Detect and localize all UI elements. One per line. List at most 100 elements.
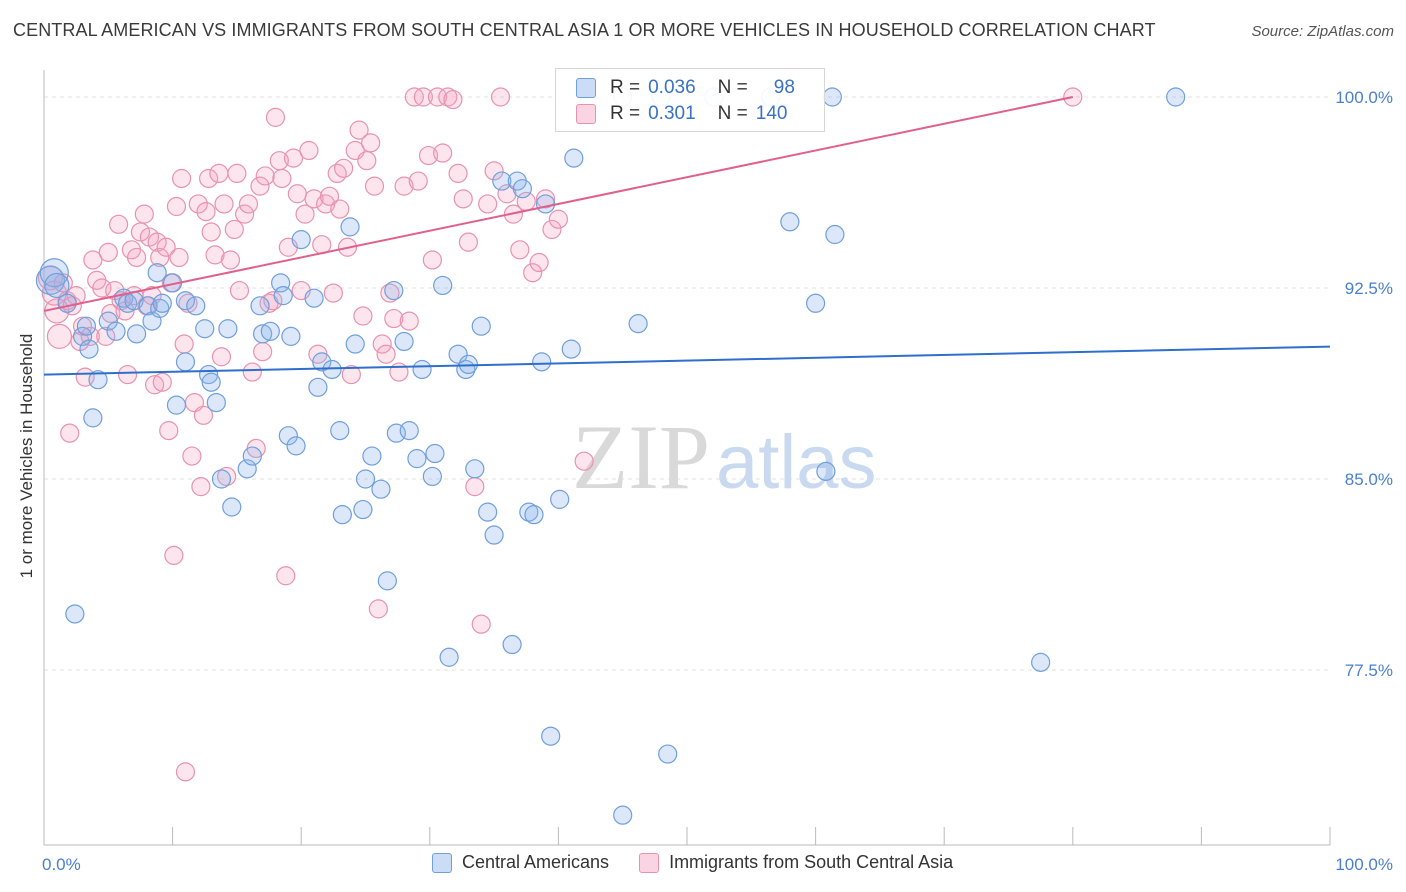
blue-point xyxy=(519,502,539,522)
blue-point xyxy=(175,291,196,311)
trend-line-pink xyxy=(43,96,1074,312)
stats-box: R = 0.036 N = 98 R = 0.301 N = 140 xyxy=(555,68,825,132)
stats-r-label: R = xyxy=(610,77,641,98)
blue-point xyxy=(353,499,373,520)
pink-point xyxy=(178,293,198,313)
blue-point xyxy=(308,377,328,397)
blue-point xyxy=(399,421,419,441)
legend-item-south-central-asia[interactable]: Immigrants from South Central Asia xyxy=(639,852,953,873)
pink-point xyxy=(193,405,214,425)
watermark-atlas: atlas xyxy=(716,420,877,505)
blue-point xyxy=(1166,87,1186,107)
stats-r-value-blue: 0.036 xyxy=(648,77,696,98)
blue-point xyxy=(286,436,306,456)
pink-point xyxy=(529,252,549,273)
legend-label-blue: Central Americans xyxy=(462,852,610,872)
pink-point xyxy=(150,247,170,268)
pink-point xyxy=(497,184,517,204)
legend-swatch-pink xyxy=(639,852,660,873)
blue-point xyxy=(561,339,581,359)
blue-point xyxy=(322,359,342,380)
x-tick-label: 0.0% xyxy=(42,855,81,874)
pink-point xyxy=(83,250,103,270)
stats-r-value-pink: 0.301 xyxy=(648,103,696,124)
pink-point xyxy=(255,166,275,186)
blue-point xyxy=(362,446,382,466)
blue-point xyxy=(332,505,352,525)
pink-point xyxy=(98,242,118,262)
pink-point xyxy=(253,342,273,362)
blue-point xyxy=(291,230,311,250)
blue-point xyxy=(126,324,147,344)
pink-point xyxy=(433,143,453,163)
pink-point xyxy=(323,283,343,303)
pink-point xyxy=(319,186,340,206)
series-pink-points xyxy=(37,87,1083,782)
blue-point xyxy=(780,212,800,232)
pink-point xyxy=(166,196,187,217)
pink-point xyxy=(159,421,179,441)
pink-point xyxy=(229,280,250,301)
blue-point xyxy=(439,647,459,667)
pink-point xyxy=(384,308,404,329)
pink-point xyxy=(263,291,283,311)
pink-point xyxy=(209,163,229,183)
pink-point xyxy=(205,245,225,265)
pink-point xyxy=(471,614,491,634)
pink-point xyxy=(299,140,319,161)
stats-n-value-pink: 140 xyxy=(755,103,788,124)
blue-point xyxy=(76,316,97,336)
pink-point xyxy=(399,311,419,331)
blue-point xyxy=(39,258,69,288)
blue-point xyxy=(492,171,512,191)
pink-point xyxy=(364,176,385,196)
blue-point xyxy=(88,370,108,390)
blue-point xyxy=(478,502,498,522)
legend: Central Americans Immigrants from South … xyxy=(432,852,983,873)
blue-point xyxy=(384,280,404,301)
blue-point xyxy=(281,326,301,346)
legend-swatch-blue xyxy=(432,852,452,873)
pink-point xyxy=(361,133,381,153)
pink-point xyxy=(174,334,194,354)
pink-point xyxy=(220,250,241,270)
pink-point xyxy=(295,204,315,224)
pink-point xyxy=(134,204,154,224)
legend-item-central-americans[interactable]: Central Americans xyxy=(432,852,609,873)
blue-point xyxy=(805,293,826,313)
blue-point xyxy=(330,421,350,441)
pink-point xyxy=(60,423,80,443)
pink-point xyxy=(548,209,569,229)
pink-point xyxy=(276,566,296,586)
pink-point xyxy=(211,347,232,367)
pink-point xyxy=(465,477,485,497)
chart-title: CENTRAL AMERICAN VS IMMIGRANTS FROM SOUT… xyxy=(13,20,1156,40)
pink-point xyxy=(201,222,221,242)
blue-point xyxy=(371,479,391,499)
blue-point xyxy=(484,525,504,545)
stats-n-label: N = xyxy=(717,77,748,98)
pink-point xyxy=(458,232,478,252)
pink-point xyxy=(182,446,202,466)
pink-point xyxy=(156,237,176,257)
blue-point xyxy=(541,726,561,746)
y-tick-label: 92.5% xyxy=(1345,279,1393,298)
pink-point xyxy=(242,362,262,382)
watermark: ZIP atlas xyxy=(572,406,877,508)
pink-point xyxy=(438,87,458,107)
blue-point xyxy=(377,571,397,591)
pink-point xyxy=(144,375,165,395)
pink-point xyxy=(175,762,196,782)
blue-point xyxy=(253,324,273,344)
stats-n-label: N = xyxy=(717,103,748,124)
stats-n-value-blue: 98 xyxy=(773,77,795,98)
trend-line-blue xyxy=(43,345,1331,376)
blue-point xyxy=(242,446,262,466)
pink-point xyxy=(542,219,562,240)
pink-point xyxy=(418,145,439,166)
stats-swatch-pink xyxy=(576,104,596,124)
pink-point xyxy=(250,176,270,196)
pink-point xyxy=(304,189,324,209)
pink-point xyxy=(217,466,237,487)
pink-point xyxy=(357,151,377,171)
